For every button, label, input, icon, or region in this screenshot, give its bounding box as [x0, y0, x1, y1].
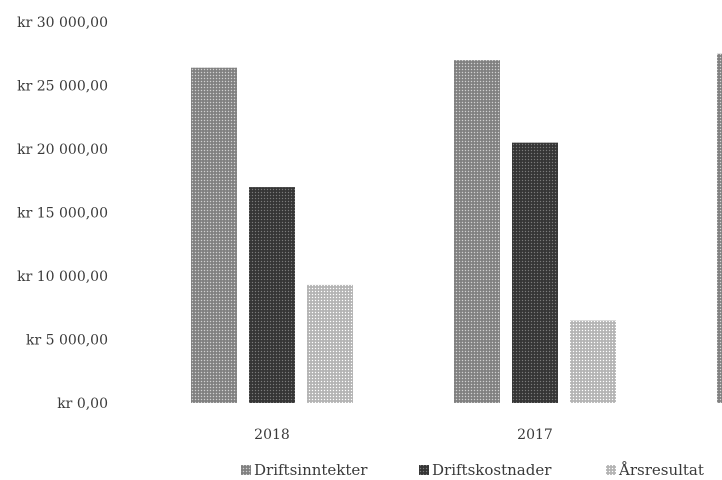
bar-driftskostnader: [249, 187, 295, 403]
legend-swatch-driftsinntekter: [241, 465, 251, 475]
y-tick-label: kr 5 000,00: [26, 333, 108, 349]
legend-label-driftsinntekter: Driftsinntekter: [254, 461, 368, 479]
bar-driftsinntekter: [191, 67, 237, 403]
x-category-label: 2017: [517, 427, 553, 443]
y-axis-tick-labels: kr 0,00 kr 5 000,00 kr 10 000,00 kr 15 000,…: [17, 15, 108, 412]
x-category-label: 2018: [254, 427, 290, 443]
legend-swatch-driftskostnader: [419, 465, 429, 475]
legend: Driftsinntekter Driftskostnader Årsresulta…: [241, 461, 704, 479]
bars: [191, 53, 722, 403]
legend-swatch-arsresultat: [606, 465, 616, 475]
y-tick-label: kr 15 000,00: [17, 206, 108, 222]
y-tick-label: kr 30 000,00: [17, 15, 108, 31]
x-axis-category-labels: 2018 2017: [254, 427, 553, 443]
legend-label-arsresultat: Årsresultat: [618, 461, 704, 479]
y-tick-label: kr 10 000,00: [17, 269, 108, 285]
y-tick-label: kr 20 000,00: [17, 142, 108, 158]
legend-label-driftskostnader: Driftskostnader: [432, 461, 552, 479]
bar-driftsinntekter: [717, 53, 722, 403]
bar-arsresultat: [570, 320, 616, 403]
bar-arsresultat: [307, 284, 353, 403]
bar-driftskostnader: [512, 142, 558, 403]
y-tick-label: kr 0,00: [57, 396, 108, 412]
bar-driftsinntekter: [454, 60, 500, 403]
y-tick-label: kr 25 000,00: [17, 79, 108, 95]
